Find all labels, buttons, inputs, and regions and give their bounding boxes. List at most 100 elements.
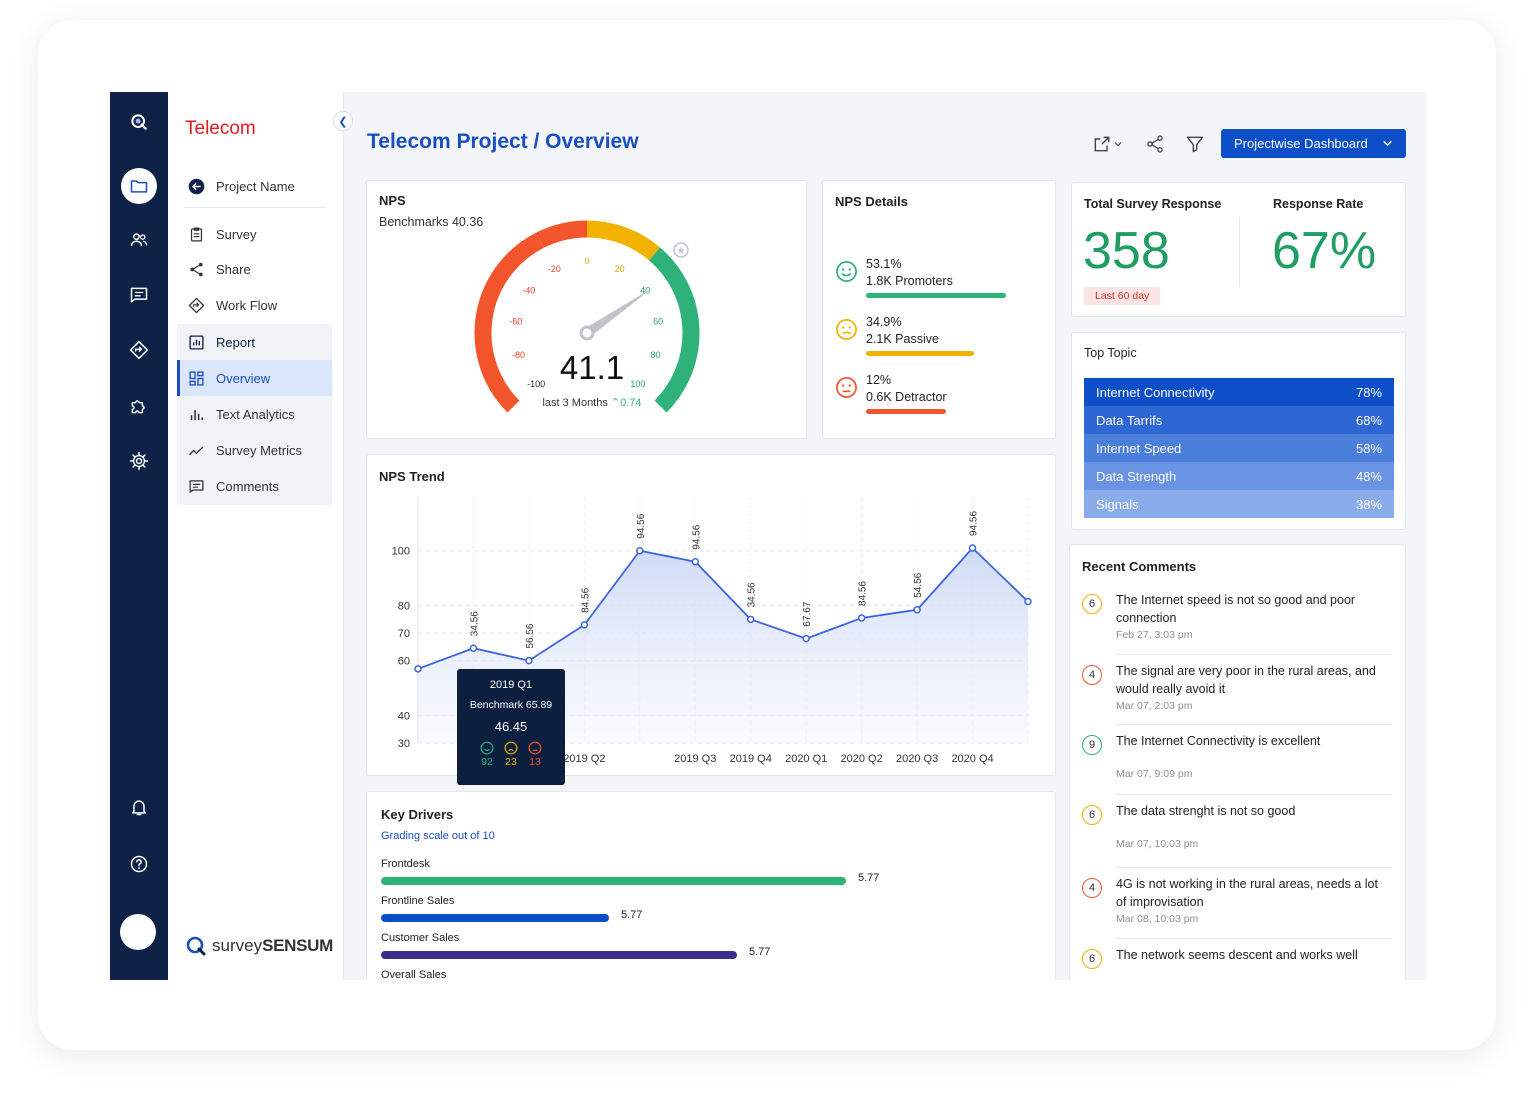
topic-row[interactable]: Data Tarrifs 68% [1084,406,1394,434]
trend-point[interactable] [968,544,977,552]
topic-value: 78% [1355,384,1382,400]
export-button[interactable] [1088,130,1128,158]
gauge-pivot [579,325,595,341]
trend-point[interactable] [1024,597,1032,606]
detractor-row: 12% 0.6K Detractor [835,372,947,414]
back-to-project[interactable]: Project Name [177,168,332,204]
svg-text:★: ★ [677,246,686,257]
trend-point[interactable] [469,644,478,652]
workflow-icon[interactable] [121,332,157,368]
comment-text: The Internet speed is not so good and po… [1116,593,1356,625]
comment-divider [1116,938,1392,939]
nav-item-text-analytics[interactable]: Text Analytics [177,396,332,432]
nps-benchmark: Benchmarks 40.36 [379,215,484,229]
comment-date: Feb 27, 3:03 pm [1116,629,1193,641]
chart-tooltip: 2019 Q1 Benchmark 65.89 46.45 92 23 13 [457,669,565,785]
collapse-sidebar-button[interactable]: ❮ [333,111,353,131]
trend-point[interactable] [691,557,700,566]
topic-label: Internet Speed [1096,440,1182,456]
topic-value: 58% [1355,440,1382,456]
comment-date: Mar 08, 10:03 pm [1116,913,1199,925]
key-driver-row: Frontdesk 5.77 [381,858,879,885]
nav-item-comments[interactable]: Comments [177,468,332,505]
projectwise-dashboard-dropdown[interactable]: Projectwise Dashboard [1221,129,1406,158]
topic-row[interactable]: Internet Connectivity 78% [1084,378,1394,406]
bell-icon[interactable] [121,789,157,825]
comment-text: The network seems descent and works well [1116,948,1358,962]
help-icon[interactable] [121,846,157,882]
nps-card: NPS Benchmarks 40.36 -100 -80 -60 -40 -20 0 20… [366,180,807,439]
topic-row[interactable]: Data Strength 48% [1084,462,1394,490]
data-label: 67.67 [802,601,813,626]
gear-icon[interactable] [121,443,157,479]
data-label: 84.56 [580,587,591,612]
message-icon[interactable] [121,277,157,313]
key-driver-row: Overall Sales [381,969,446,980]
tooltip-smile-icon [480,741,494,755]
trend-point[interactable] [580,621,589,629]
trend-point[interactable] [913,606,921,614]
users-icon[interactable] [121,222,157,258]
y-tick-label: 60 [398,656,410,668]
nav-item-share[interactable]: Share [177,251,332,287]
tooltip-detractors: 13 [529,756,541,768]
neutral-face-icon [836,319,857,340]
x-tick-label: 2020 Q4 [951,753,993,765]
trend-point[interactable] [525,656,533,665]
data-label: 54.56 [913,572,924,597]
nav-item-survey-metrics[interactable]: Survey Metrics [177,432,332,468]
export-icon [1094,136,1110,152]
nps-details-card: NPS Details 53.1% 1.8K Promoters 34.9% 2.1… [822,180,1056,439]
y-tick-label: 80 [398,601,410,613]
nav-item-workflow[interactable]: Work Flow [177,287,332,323]
tooltip-period: 2019 Q1 [489,679,533,691]
y-tick-label: 30 [398,738,410,750]
comment-text: The data strenght is not so good [1116,804,1296,818]
y-tick-label: 40 [398,711,410,723]
topic-row[interactable]: Signals 38% [1084,490,1394,518]
passive-bar [866,351,974,356]
topic-row[interactable]: Internet Speed 58% [1084,434,1394,462]
key-drivers-subtitle: Grading scale out of 10 [381,830,495,842]
gauge-tick-label: -40 [522,286,535,296]
nav-item-report[interactable]: Report [177,324,332,360]
passive-pct: 34.9% [866,315,902,329]
nps-trend-title: NPS Trend [379,469,445,484]
top-topic-card: Top Topic Internet Connectivity 78% Data T… [1071,332,1406,530]
key-drivers-title: Key Drivers [381,807,454,822]
tooltip-promoters: 92 [481,756,493,768]
data-label: 94.56 [636,513,647,538]
gauge-arc-passive [586,220,661,261]
comment-text: The Internet Connectivity is excellent [1116,734,1321,748]
main-content: Telecom Project / Overview Projectwise D… [344,92,1426,980]
trend-point[interactable] [802,634,810,643]
gauge-tick-label: 100 [630,379,645,389]
avatar[interactable] [120,914,156,950]
y-tick-label: 70 [398,628,410,640]
data-label: 56.56 [525,623,536,648]
comment-divider [1116,654,1392,655]
folder-icon[interactable] [121,168,157,204]
nav-item-survey[interactable]: Survey [177,216,332,252]
tooltip-passive: 23 [505,756,517,768]
promoters-pct: 53.1% [866,257,902,271]
logo-icon[interactable] [121,104,157,140]
comments-icon [187,478,205,496]
filter-button[interactable] [1182,130,1208,158]
nav-item-overview[interactable]: Overview [177,360,332,396]
trend-point[interactable] [857,614,866,622]
trend-point[interactable] [636,546,644,555]
gauge-tick-label: 0 [584,256,589,266]
share-icon [1147,135,1163,153]
totals-divider [1239,217,1240,287]
nps-period-label: last 3 Months [542,397,608,409]
total-survey-value: 358 [1083,222,1170,280]
key-driver-row: Frontline Sales 5.77 [381,895,642,922]
x-tick-label: 2019 Q3 [674,753,716,765]
trend-point[interactable] [746,615,755,624]
puzzle-icon[interactable] [121,388,157,424]
trend-point[interactable] [414,665,422,673]
comment-score-badge: 4 [1082,878,1102,898]
gauge-star-icon: ★ [673,242,689,258]
share-button[interactable] [1142,130,1168,158]
